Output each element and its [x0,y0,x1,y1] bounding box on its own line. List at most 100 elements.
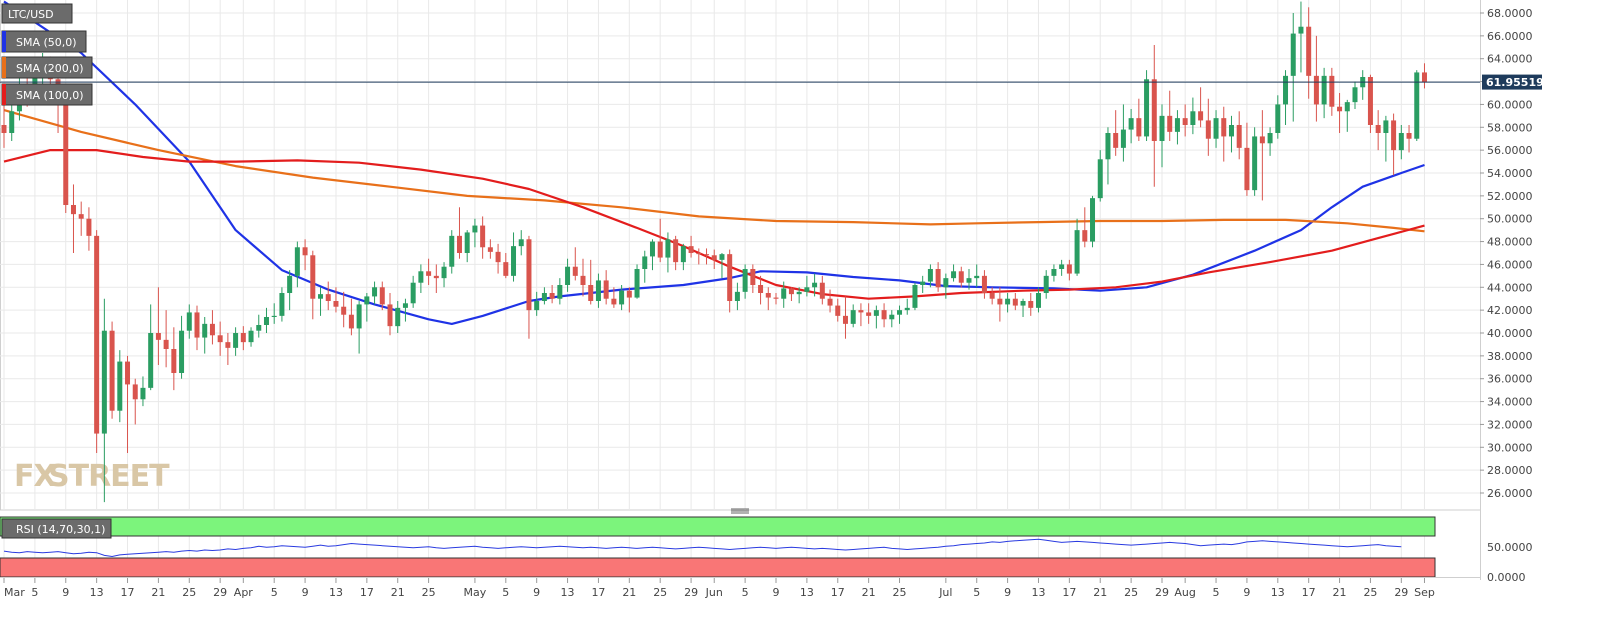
candle-body [827,298,833,306]
candle-body [1105,133,1111,160]
candle-body [263,317,269,325]
candle [881,303,887,328]
legend-sma-200[interactable]: SMA (200,0) [1,56,93,79]
candle-body [271,315,277,317]
candle [727,249,733,313]
candle [456,207,462,259]
candle [966,269,972,290]
candle-body [109,330,115,411]
candle [171,327,177,391]
legend-symbol-label: LTC/USD [8,8,54,21]
candle-body [333,301,339,307]
legend-symbol[interactable]: LTC/USD [1,3,73,24]
candle [1159,104,1165,168]
candle-body [325,294,331,301]
candle-body [86,218,92,236]
candle-body [495,251,501,263]
candle-body [1275,104,1281,133]
y-tick-label: 46.0000 [1487,258,1533,271]
candle [418,264,424,293]
candle-body [356,304,362,329]
candle [773,293,779,305]
y-tick-label: 34.0000 [1487,396,1533,409]
candle [132,378,138,425]
x-tick-label: 17 [591,586,605,599]
y-tick-label: 60.0000 [1487,98,1533,111]
candle-body [1012,298,1018,306]
candle-body [619,290,625,305]
current-price-label: 61.955195 [1486,76,1551,89]
candle-body [1190,111,1196,125]
candle-body [943,278,949,288]
candle [626,287,632,313]
candle [958,266,964,288]
x-tick-label: 9 [1243,586,1250,599]
candle [1329,67,1335,116]
x-tick-label: 5 [31,586,38,599]
legend-sma-50[interactable]: SMA (50,0) [1,30,87,53]
candle [1337,93,1343,133]
candle-body [974,275,980,279]
candle-body [310,255,316,299]
candle-body [842,315,848,324]
candle [1375,110,1381,151]
candle [1028,293,1034,316]
candle [1167,90,1173,141]
candle [750,264,756,293]
x-tick-label: 5 [502,586,509,599]
candle [842,296,848,339]
candle [248,327,254,347]
candle [634,264,640,299]
candle [117,350,123,423]
candle-body [1151,79,1157,141]
candle-body [966,278,972,283]
candle-body [294,247,300,276]
candle-body [595,280,601,301]
candle [94,230,100,453]
rsi-tick-50: 50.0000 [1487,541,1533,554]
candle-body [788,288,794,295]
x-tick-label: 13 [1271,586,1285,599]
pane-resize-handle[interactable] [731,508,749,514]
candle-body [781,288,787,299]
candle-body [588,285,594,301]
time-axis[interactable]: Mar 5 9 13 17 21 25 29 Apr 5 9 13 17 21 25 May 5 9 13 17 21 2… [3,578,1435,599]
x-tick-label: 17 [121,586,135,599]
candle [287,270,293,311]
x-tick-label: 25 [422,586,436,599]
candle [920,275,926,293]
candle [356,301,362,354]
candle-body [549,293,555,299]
candle-body [472,225,478,233]
candle-body [518,239,524,247]
candle [796,287,802,304]
rsi-legend-box [1,518,112,539]
candle-body [688,246,694,253]
candle [565,258,571,292]
price-axis[interactable]: 26.0000 28.0000 30.0000 32.0000 34.0000 36.00… [1480,7,1533,500]
candle [1035,287,1041,313]
legend-sma-100[interactable]: SMA (100,0) [1,83,93,106]
candle-body [1414,72,1420,139]
candle-body [202,323,208,338]
candle [441,262,447,288]
candle-body [920,281,926,285]
x-tick-label: Apr [234,586,254,599]
rsi-legend[interactable]: RSI (14,70,30,1) [1,518,112,539]
candle [1120,104,1126,162]
y-tick-label: 52.0000 [1487,190,1533,203]
candle [541,287,547,305]
x-tick-label: 17 [1062,586,1076,599]
candle-body [1344,102,1350,112]
candle [1012,293,1018,311]
x-tick-label: Aug [1174,586,1195,599]
x-tick-label: May [464,586,487,599]
candle-body [148,333,154,388]
candle [217,321,223,356]
candle [835,298,841,322]
candle-body [1059,264,1065,269]
candle [325,281,331,311]
candle-body [1,125,7,133]
candle [1367,74,1373,133]
legend-sma-200-swatch [2,57,6,78]
